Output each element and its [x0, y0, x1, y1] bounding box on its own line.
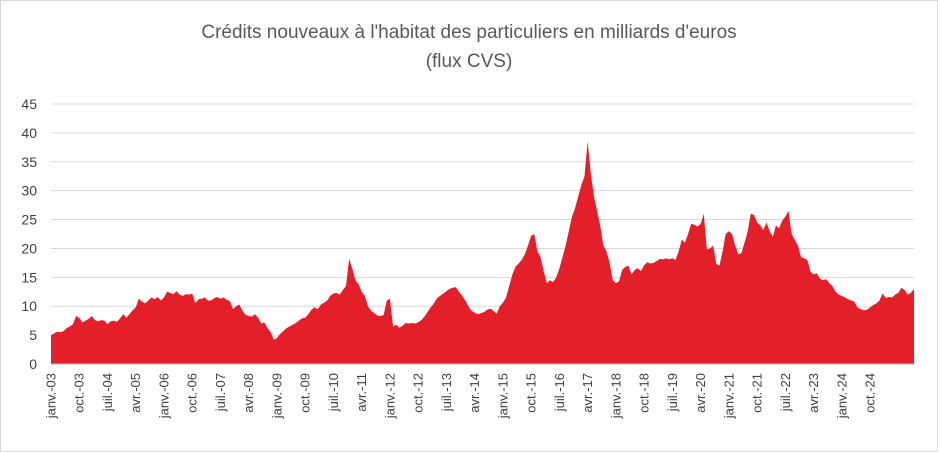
x-tick-label: juil.-07 [213, 373, 228, 412]
x-axis-ticks: janv.-03 oct.-03 juil.-04 avr.-05 janv.-06 oc… [44, 373, 878, 419]
x-tick-label: avr.-11 [354, 373, 369, 412]
y-tick-label: 20 [21, 240, 37, 256]
x-tick-label: avr.-14 [467, 373, 482, 413]
y-axis-ticks: 0 5 10 15 20 25 30 35 40 45 [21, 96, 37, 372]
y-tick-label: 5 [29, 327, 37, 343]
y-tick-label: 0 [29, 356, 37, 372]
x-tick-label: oct.-12 [411, 373, 426, 413]
x-tick-label: oct.-09 [298, 373, 313, 413]
y-tick-label: 15 [21, 269, 37, 285]
x-tick-label: janv.-09 [269, 373, 284, 419]
x-tick-label: oct.-03 [72, 373, 87, 413]
y-tick-label: 40 [21, 125, 37, 141]
y-tick-label: 10 [21, 298, 37, 314]
series-area [51, 141, 914, 364]
y-tick-label: 35 [21, 154, 37, 170]
chart-title-block: Crédits nouveaux à l'habitat des particu… [0, 18, 938, 76]
x-tick-label: juil.-16 [552, 373, 567, 412]
chart-title: Crédits nouveaux à l'habitat des particu… [201, 22, 737, 43]
x-tick-label: oct.-18 [637, 373, 652, 413]
chart-subtitle: (flux CVS) [425, 51, 513, 72]
x-tick-label: janv.-18 [608, 373, 623, 419]
gridlines [51, 103, 914, 336]
x-tick-label: avr.-05 [128, 373, 143, 413]
x-tick-label: juil.-10 [326, 373, 341, 412]
x-tick-label: juil.-22 [778, 373, 793, 412]
x-tick-label: avr.-17 [580, 373, 595, 413]
y-tick-label: 45 [21, 96, 37, 112]
x-tick-label: juil.-19 [665, 373, 680, 412]
x-tick-label: oct.-21 [750, 373, 765, 413]
y-tick-label: 25 [21, 212, 37, 228]
x-tick-label: avr.-08 [241, 373, 256, 413]
x-tick-label: janv.-06 [157, 373, 172, 419]
y-tick-label: 30 [21, 183, 37, 199]
x-tick-label: avr.-20 [693, 373, 708, 413]
x-tick-label: janv.-12 [382, 373, 397, 419]
x-tick-label: janv.-15 [495, 373, 510, 419]
x-tick-label: oct.-06 [185, 373, 200, 413]
x-tick-label: janv.-21 [721, 373, 736, 419]
x-tick-label: avr.-23 [806, 373, 821, 413]
x-tick-label: juil.-13 [439, 373, 454, 412]
x-tick-label: janv.-03 [44, 373, 59, 419]
x-tick-label: juil.-04 [100, 373, 115, 412]
x-tick-label: oct.-15 [524, 373, 539, 413]
x-tick-label: oct.-24 [863, 373, 878, 413]
x-tick-label: janv.-24 [834, 373, 849, 419]
